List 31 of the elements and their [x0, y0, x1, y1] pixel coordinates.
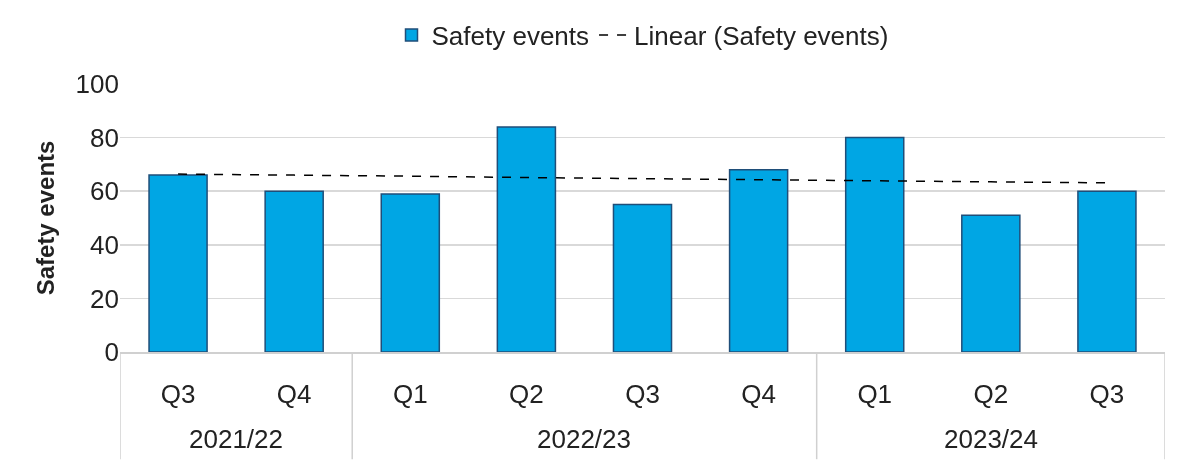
bar [380, 193, 441, 352]
text: 2022/23 [537, 424, 631, 454]
line-series [177, 173, 1108, 184]
x-tick-label: Q1 [392, 378, 428, 409]
x-tick-label: Q1 [857, 378, 893, 409]
bar [728, 169, 789, 352]
text: 2023/24 [944, 424, 1038, 454]
y-axis-title: Safety events [31, 140, 59, 296]
x-tick-label: Q2 [509, 378, 544, 409]
text: 2021/22 [189, 424, 283, 454]
bar [612, 203, 673, 352]
legend-label: Safety events [431, 21, 590, 52]
x-tick-label: Q4 [276, 378, 312, 409]
y-tick-label: 100 [75, 69, 119, 100]
bar [496, 126, 557, 352]
x-tick-label: Q4 [741, 378, 776, 409]
x-tick-label: Q3 [625, 378, 660, 409]
y-tick-label: 20 [90, 283, 119, 314]
x-tick-label: Q3 [160, 378, 196, 409]
bar [961, 214, 1021, 352]
legend-label: Linear (Safety events) [634, 21, 889, 52]
bar [1077, 190, 1137, 352]
y-tick-label: 60 [90, 176, 119, 207]
bar [148, 174, 208, 352]
y-tick-label: 0 [104, 337, 119, 368]
y-tick-label: 80 [90, 122, 119, 153]
x-tick-label: Q3 [1089, 378, 1125, 409]
bar [264, 190, 324, 352]
x-tick-label: Q2 [973, 378, 1009, 409]
bar [844, 136, 905, 352]
y-tick-label: 40 [90, 229, 119, 260]
